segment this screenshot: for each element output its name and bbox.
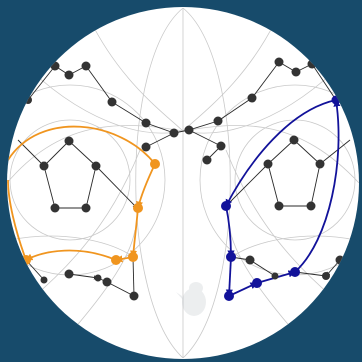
node-orange: [128, 252, 138, 262]
node: [271, 272, 279, 280]
node-orange: [111, 255, 121, 265]
node-blue: [224, 291, 234, 301]
node: [91, 161, 101, 171]
node: [247, 93, 257, 103]
node-blue: [290, 267, 300, 277]
node: [289, 135, 299, 145]
node: [216, 141, 226, 151]
graph-edges: [17, 61, 351, 297]
node: [202, 155, 212, 165]
node: [184, 125, 194, 135]
node-blue: [226, 252, 236, 262]
node: [274, 201, 284, 211]
mascot-silhouette-icon: [176, 282, 206, 316]
node: [107, 97, 117, 107]
disk-content: [7, 7, 359, 359]
node: [94, 274, 102, 282]
node: [335, 255, 345, 265]
node-blue: [252, 278, 262, 288]
node: [102, 277, 112, 287]
node: [213, 116, 223, 126]
node: [141, 118, 151, 128]
node: [141, 142, 151, 152]
node: [263, 159, 273, 169]
node: [129, 291, 139, 301]
node: [64, 269, 74, 279]
node-orange: [150, 159, 160, 169]
node: [64, 136, 74, 146]
node: [50, 61, 60, 71]
node: [169, 128, 179, 138]
node: [306, 201, 316, 211]
node: [315, 159, 325, 169]
node: [39, 161, 49, 171]
node: [24, 96, 32, 104]
node: [307, 59, 317, 69]
node-orange: [133, 203, 143, 213]
node-orange: [21, 255, 31, 265]
node: [274, 57, 284, 67]
node: [64, 70, 74, 80]
node: [50, 203, 60, 213]
node: [322, 272, 330, 280]
node: [81, 203, 91, 213]
node: [245, 255, 255, 265]
node-blue: [331, 95, 341, 105]
node: [40, 276, 48, 284]
node: [81, 61, 91, 71]
node: [291, 67, 301, 77]
node-blue: [221, 201, 231, 211]
graph-nodes: [21, 57, 345, 301]
